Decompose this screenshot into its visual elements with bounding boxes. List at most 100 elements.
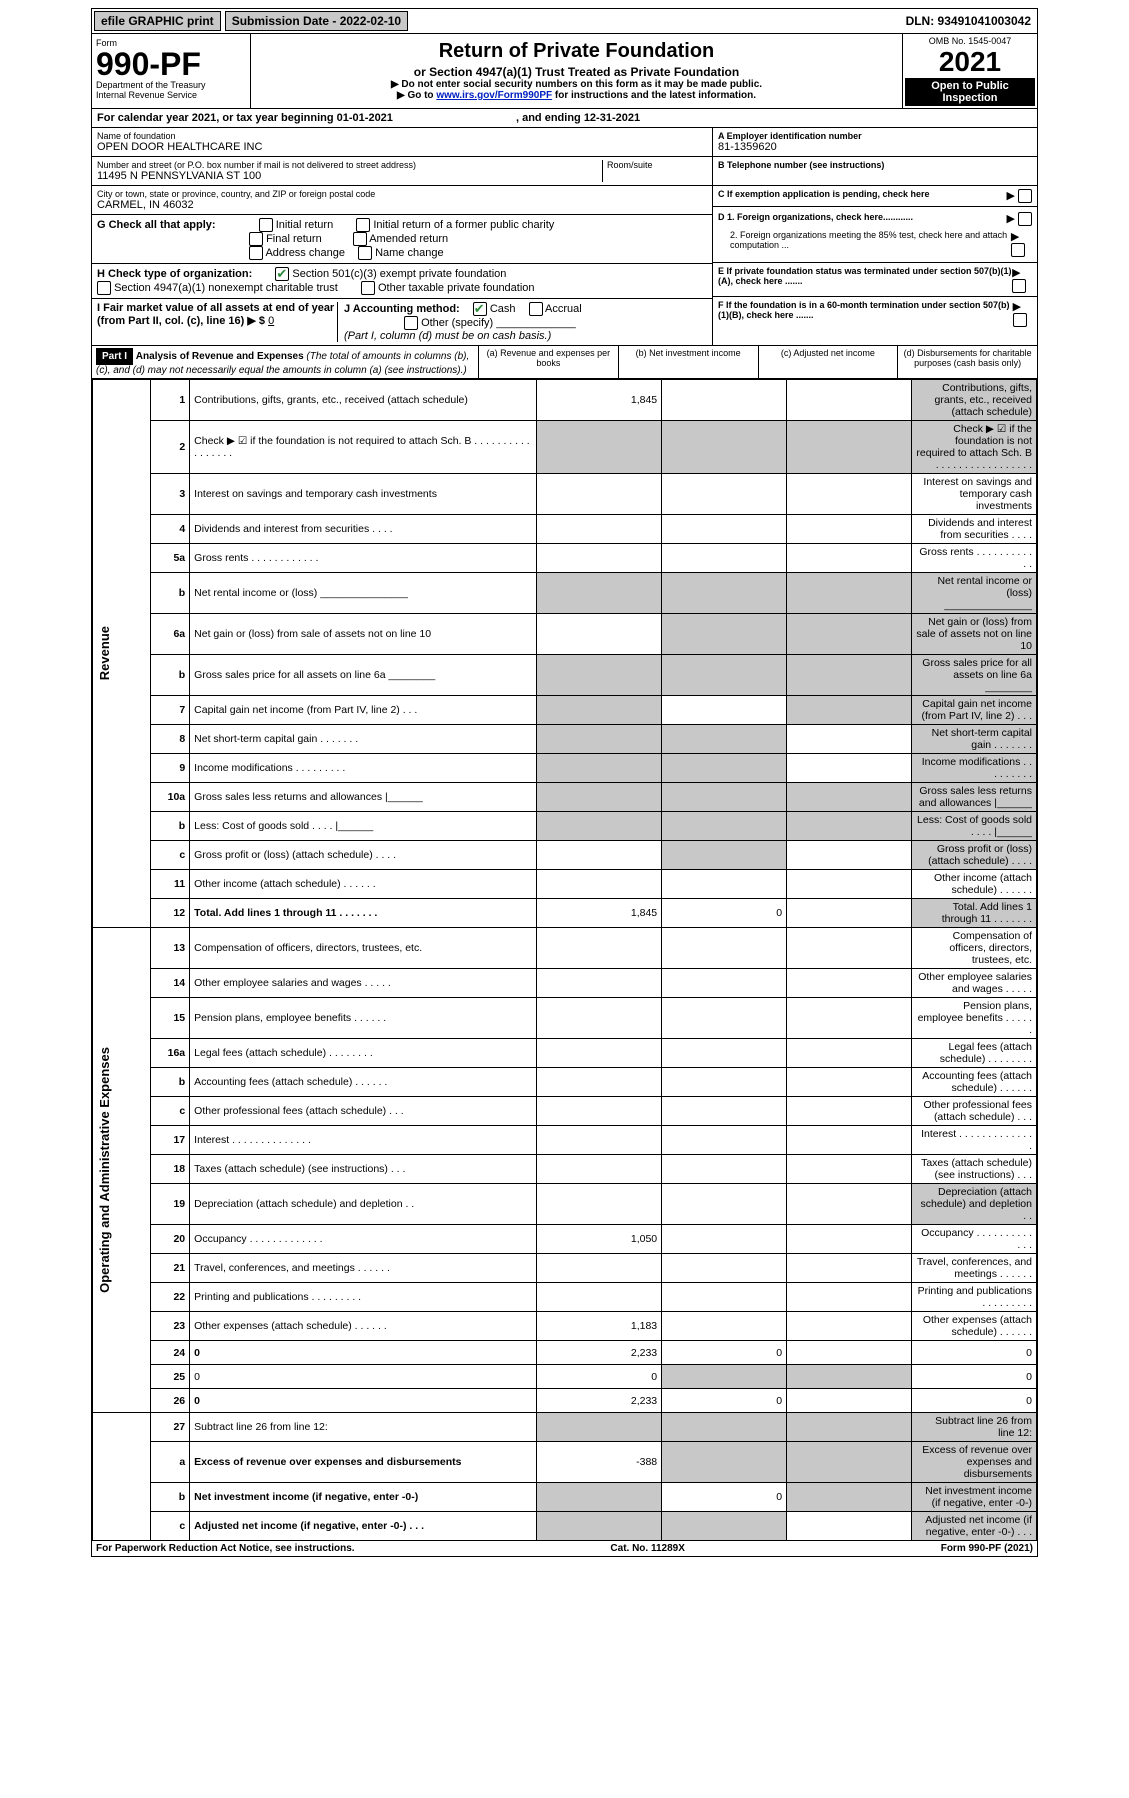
line-desc: Other expenses (attach schedule) . . . .…	[190, 1312, 537, 1341]
foundation-name: OPEN DOOR HEALTHCARE INC	[97, 141, 707, 153]
cell-b	[662, 573, 787, 614]
addr-label: Number and street (or P.O. box number if…	[97, 160, 602, 170]
line-desc: Accounting fees (attach schedule) . . . …	[190, 1068, 537, 1097]
cell-a: 1,845	[537, 380, 662, 421]
cell-d: Gross sales price for all assets on line…	[912, 655, 1037, 696]
efile-button[interactable]: efile GRAPHIC print	[94, 11, 221, 31]
cb-address-change[interactable]	[249, 246, 263, 260]
irs-link[interactable]: www.irs.gov/Form990PF	[436, 90, 552, 101]
cell-c	[787, 754, 912, 783]
cell-c	[787, 380, 912, 421]
cb-initial-former[interactable]	[356, 218, 370, 232]
cell-c	[787, 1312, 912, 1341]
line-desc: Travel, conferences, and meetings . . . …	[190, 1254, 537, 1283]
cell-c	[787, 870, 912, 899]
table-row: 8Net short-term capital gain . . . . . .…	[93, 725, 1037, 754]
i-label: I Fair market value of all assets at end…	[97, 302, 334, 327]
cell-c	[787, 421, 912, 474]
table-row: Revenue1Contributions, gifts, grants, et…	[93, 380, 1037, 421]
cb-amended[interactable]	[353, 232, 367, 246]
cb-60month[interactable]	[1013, 313, 1027, 327]
cell-d: Dividends and interest from securities .…	[912, 515, 1037, 544]
line-desc: Other income (attach schedule) . . . . .…	[190, 870, 537, 899]
cell-a	[537, 754, 662, 783]
cell-d: 0	[912, 1341, 1037, 1365]
cell-b	[662, 1312, 787, 1341]
line-desc: Taxes (attach schedule) (see instruction…	[190, 1155, 537, 1184]
cell-b	[662, 998, 787, 1039]
line-desc: Subtract line 26 from line 12:	[190, 1413, 537, 1442]
table-row: 18Taxes (attach schedule) (see instructi…	[93, 1155, 1037, 1184]
line-number: 17	[150, 1126, 190, 1155]
cell-d: Gross sales less returns and allowances …	[912, 783, 1037, 812]
cell-d: Subtract line 26 from line 12:	[912, 1413, 1037, 1442]
cell-c	[787, 1254, 912, 1283]
table-row: cAdjusted net income (if negative, enter…	[93, 1512, 1037, 1541]
cb-foreign-1[interactable]	[1018, 212, 1032, 226]
dept-label: Department of the Treasury	[96, 80, 246, 90]
cb-other-taxable[interactable]	[361, 281, 375, 295]
section-label: Revenue	[97, 626, 112, 680]
cb-final-return[interactable]	[249, 232, 263, 246]
cell-d: Compensation of officers, directors, tru…	[912, 928, 1037, 969]
cell-b	[662, 725, 787, 754]
cb-name-change[interactable]	[358, 246, 372, 260]
cell-b	[662, 1225, 787, 1254]
cell-d: Excess of revenue over expenses and disb…	[912, 1442, 1037, 1483]
ein-value: 81-1359620	[718, 141, 1032, 153]
section-label: Operating and Administrative Expenses	[97, 1047, 112, 1293]
cb-501c3[interactable]	[275, 267, 289, 281]
line-number: 25	[150, 1365, 190, 1389]
line-number: 27	[150, 1413, 190, 1442]
cell-c	[787, 1225, 912, 1254]
cb-foreign-2[interactable]	[1011, 243, 1025, 257]
part1-title: Analysis of Revenue and Expenses	[136, 351, 304, 362]
line-desc: 0	[190, 1365, 537, 1389]
cell-a: 1,183	[537, 1312, 662, 1341]
cell-c	[787, 1283, 912, 1312]
irs-label: Internal Revenue Service	[96, 90, 246, 100]
cell-b: 0	[662, 1389, 787, 1413]
line-desc: Adjusted net income (if negative, enter …	[190, 1512, 537, 1541]
table-row: Operating and Administrative Expenses13C…	[93, 928, 1037, 969]
cell-a	[537, 812, 662, 841]
cell-a: 1,050	[537, 1225, 662, 1254]
line-desc: 0	[190, 1341, 537, 1365]
cell-a	[537, 474, 662, 515]
room-label: Room/suite	[607, 160, 707, 170]
line-number: b	[150, 655, 190, 696]
c-label: C If exemption application is pending, c…	[718, 189, 930, 203]
cb-accrual[interactable]	[529, 302, 543, 316]
topbar: efile GRAPHIC print Submission Date - 20…	[92, 9, 1037, 34]
line-desc: Contributions, gifts, grants, etc., rece…	[190, 380, 537, 421]
cell-c	[787, 928, 912, 969]
cell-c	[787, 841, 912, 870]
cb-initial-return[interactable]	[259, 218, 273, 232]
line-number: b	[150, 573, 190, 614]
cb-cash[interactable]	[473, 302, 487, 316]
cb-4947[interactable]	[97, 281, 111, 295]
line-number: 24	[150, 1341, 190, 1365]
line-desc: Gross sales price for all assets on line…	[190, 655, 537, 696]
line-desc: Pension plans, employee benefits . . . .…	[190, 998, 537, 1039]
line-number: 20	[150, 1225, 190, 1254]
cell-d: Pension plans, employee benefits . . . .…	[912, 998, 1037, 1039]
col-a: (a) Revenue and expenses per books	[478, 346, 618, 378]
cb-pending[interactable]	[1018, 189, 1032, 203]
line-number: 19	[150, 1184, 190, 1225]
page-footer: For Paperwork Reduction Act Notice, see …	[92, 1541, 1037, 1556]
cb-other-method[interactable]	[404, 316, 418, 330]
table-row: 10a Gross sales less returns and allowanc…	[93, 783, 1037, 812]
line-desc: Occupancy . . . . . . . . . . . . .	[190, 1225, 537, 1254]
cell-b	[662, 1126, 787, 1155]
line-number: 10a	[150, 783, 190, 812]
cell-a	[537, 725, 662, 754]
line-number: 8	[150, 725, 190, 754]
d2-label: 2. Foreign organizations meeting the 85%…	[718, 230, 1011, 257]
cell-a: 2,233	[537, 1389, 662, 1413]
cb-terminated[interactable]	[1012, 279, 1026, 293]
line-number: 9	[150, 754, 190, 783]
cell-d: Income modifications . . . . . . . . .	[912, 754, 1037, 783]
form-number: 990-PF	[96, 48, 246, 80]
line-number: 5a	[150, 544, 190, 573]
